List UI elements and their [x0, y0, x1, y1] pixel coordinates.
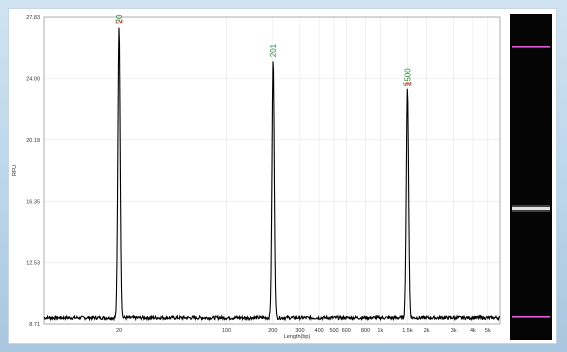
x-tick-label: 5k	[485, 328, 491, 334]
x-tick-label: 600	[342, 328, 351, 334]
sample-band	[512, 207, 550, 210]
electropherogram-panel	[8, 8, 557, 344]
x-tick-label: 4k	[470, 328, 476, 334]
x-tick-label: 3k	[451, 328, 457, 334]
y-tick-label: 8.71	[29, 322, 40, 328]
x-tick-label: 400	[315, 328, 324, 334]
y-tick-label: 24.00	[26, 76, 40, 82]
trace-group	[43, 27, 501, 322]
x-tick-label: 1k	[377, 328, 383, 334]
y-axis-label: RFU	[12, 165, 18, 176]
y-tick-label: 27.83	[26, 15, 40, 21]
plot-frame	[43, 16, 501, 325]
x-tick-label: 300	[295, 328, 304, 334]
marker-band	[512, 316, 550, 318]
marker-label: UM	[403, 82, 412, 88]
marker-label: LM	[115, 20, 123, 26]
gel-lane	[510, 14, 552, 340]
x-tick-label: 100	[222, 328, 231, 334]
series-line	[43, 27, 501, 322]
marker-band	[512, 46, 550, 48]
x-tick-label: 800	[361, 328, 370, 334]
peak-label: 1500	[403, 68, 412, 86]
x-tick-label: 200	[268, 328, 277, 334]
axes: RFU Length(bp)	[12, 16, 501, 340]
y-tick-label: 12.53	[26, 261, 40, 267]
x-tick-labels: 20 100 200 300 400 500 600 800 1k 1.5k 2k 3k 4k 5k	[116, 328, 491, 334]
gel-bands	[512, 46, 550, 318]
peak-label: 201	[269, 43, 278, 57]
y-tick-label: 16.35	[26, 199, 40, 205]
peak-label: 20	[115, 14, 124, 23]
y-tick-label: 20.18	[26, 138, 40, 144]
x-tick-label: 1.5k	[402, 328, 413, 334]
sample-band-glow	[512, 205, 550, 212]
x-axis-label: Length(bp)	[284, 334, 311, 340]
x-tick-label: 20	[116, 328, 122, 334]
y-tick-labels: 8.71 12.53 16.35 20.18 24.00 27.83	[26, 15, 40, 328]
x-tick-label: 500	[329, 328, 338, 334]
x-tick-label: 2k	[424, 328, 430, 334]
